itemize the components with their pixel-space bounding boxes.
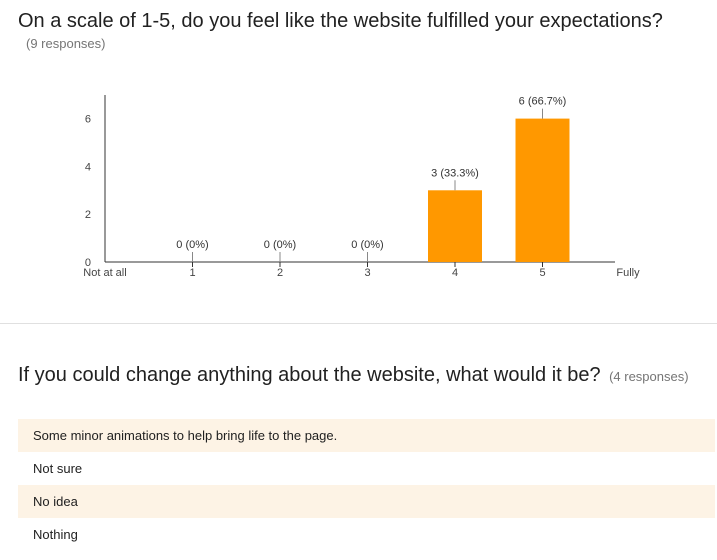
bar-5 (515, 118, 570, 262)
data-label-2: 0 (0%) (264, 239, 296, 251)
data-label-3: 0 (0%) (351, 239, 383, 251)
question-1-response-count: (9 responses) (26, 36, 106, 51)
x-tick-label-2: 2 (277, 267, 283, 279)
y-tick-label: 6 (85, 114, 91, 126)
bar-chart-svg: 0 2 4 6 Not at all Fully 1 0 (0%) 2 0 (0%) 3 0 (0%)… (83, 95, 640, 279)
answer-item: Not sure (18, 452, 715, 485)
y-tick-label: 4 (85, 161, 91, 173)
data-label-5: 6 (66.7%) (519, 96, 567, 108)
answer-item: Some minor animations to help bring life… (18, 419, 715, 452)
data-label-4: 3 (33.3%) (431, 167, 479, 179)
x-tick-label-4: 4 (452, 267, 458, 279)
x-end-label-low: Not at all (83, 267, 126, 279)
data-label-1: 0 (0%) (176, 239, 208, 251)
question-2-header: If you could change anything about the w… (18, 364, 689, 387)
section-divider (0, 323, 717, 324)
x-tick-label-5: 5 (539, 267, 545, 279)
x-end-label-high: Fully (616, 267, 640, 279)
answer-item: Nothing (18, 518, 715, 551)
y-tick-label: 0 (85, 257, 91, 269)
question-2-title: If you could change anything about the w… (18, 364, 601, 386)
bar-4 (428, 190, 482, 262)
question-1-title: On a scale of 1-5, do you feel like the … (18, 10, 663, 32)
question-1-bar-chart: 0 2 4 6 Not at all Fully 1 0 (0%) 2 0 (0%) 3 0 (0%)… (0, 55, 717, 305)
y-tick-label: 2 (85, 209, 91, 221)
question-2-answer-list: Some minor animations to help bring life… (18, 419, 715, 551)
question-2-response-count: (4 responses) (609, 369, 689, 384)
answer-item: No idea (18, 485, 715, 518)
x-tick-label-3: 3 (364, 267, 370, 279)
x-tick-label-1: 1 (189, 267, 195, 279)
